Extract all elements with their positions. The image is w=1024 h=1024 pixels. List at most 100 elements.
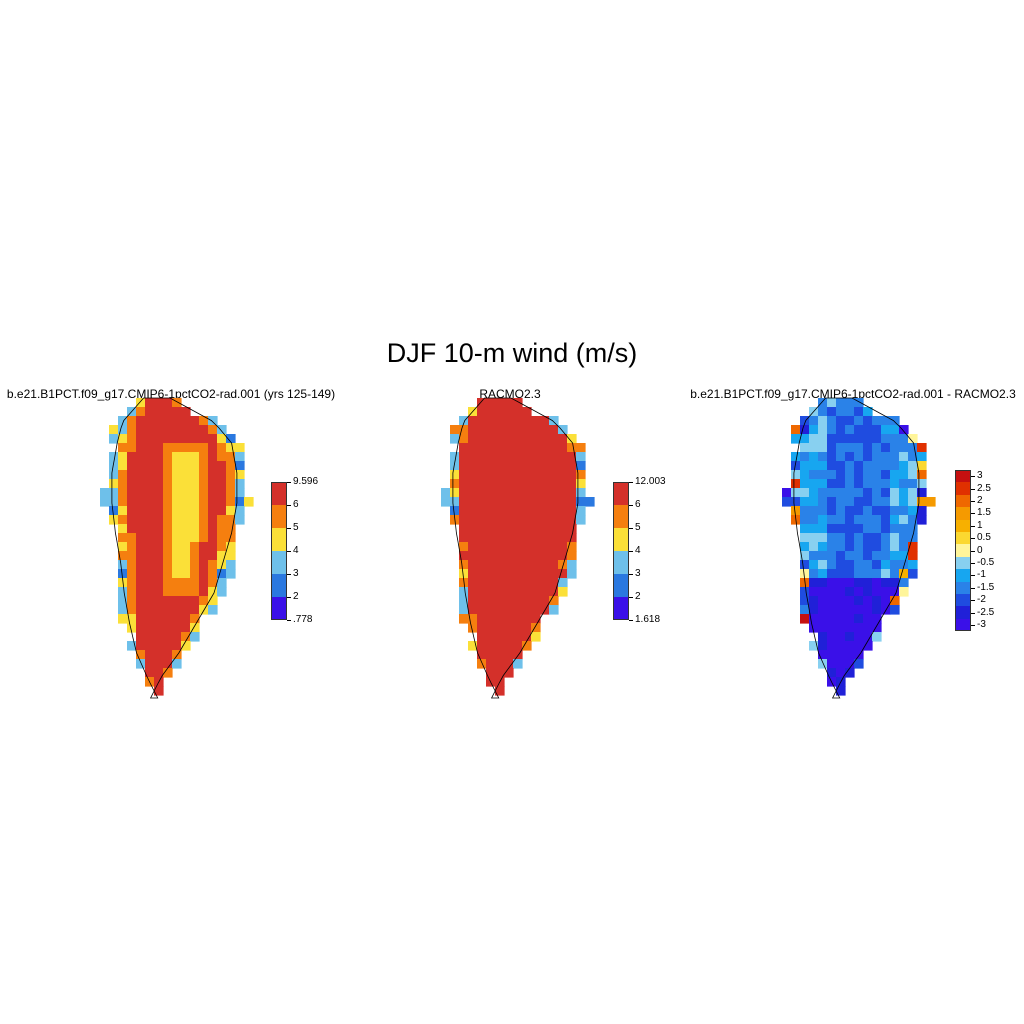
- map-grid-cell: [567, 542, 577, 552]
- map-grid-cell: [827, 560, 837, 570]
- map-grid-cell: [576, 470, 586, 480]
- map-grid-cell: [163, 623, 173, 633]
- map-grid-cell: [181, 506, 191, 516]
- map-grid-cell: [845, 578, 855, 588]
- map-grid-cell: [522, 470, 532, 480]
- map-grid-cell: [863, 623, 873, 633]
- map-grid-cell: [513, 641, 523, 651]
- map-grid-cell: [495, 569, 505, 579]
- map-grid-cell: [845, 560, 855, 570]
- map-grid-cell: [172, 641, 182, 651]
- map-grid-cell: [531, 452, 541, 462]
- colorbar-tick: [971, 575, 975, 577]
- map-grid-cell: [495, 587, 505, 597]
- map-grid-cell: [154, 596, 164, 606]
- map-grid-cell: [486, 641, 496, 651]
- map-grid-cell: [800, 461, 810, 471]
- map-grid-cell: [818, 461, 828, 471]
- map-grid-cell: [504, 461, 514, 471]
- map-grid-cell: [163, 497, 173, 507]
- map-grid-cell: [154, 650, 164, 660]
- map-grid-cell: [540, 416, 550, 426]
- map-grid-cell: [136, 551, 146, 561]
- map-grid-cell: [549, 560, 559, 570]
- map-grid-cell: [854, 587, 864, 597]
- map-grid-cell: [890, 569, 900, 579]
- map-grid-cell: [540, 596, 550, 606]
- map-grid-cell: [145, 443, 155, 453]
- map-grid-cell: [235, 479, 245, 489]
- map-grid-cell: [127, 641, 137, 651]
- map-grid-cell: [486, 668, 496, 678]
- map-grid-cell: [235, 515, 245, 525]
- map-grid-cell: [818, 434, 828, 444]
- map-grid-cell: [199, 497, 209, 507]
- map-grid-cell: [127, 488, 137, 498]
- map-grid-cell: [235, 461, 245, 471]
- map-grid-cell: [513, 587, 523, 597]
- colorbar-tick: [971, 625, 975, 626]
- map-grid-cell: [845, 659, 855, 669]
- map-grid-cell: [486, 470, 496, 480]
- map-grid-cell: [872, 452, 882, 462]
- map-grid-cell: [127, 416, 137, 426]
- map-grid-cell: [899, 434, 909, 444]
- map-grid-cell: [504, 497, 514, 507]
- map-grid-cell: [908, 551, 918, 561]
- colorbar-label: -2.5: [977, 606, 995, 618]
- map-grid-cell: [872, 443, 882, 453]
- map-grid-cell: [917, 470, 927, 480]
- map-grid-cell: [917, 497, 927, 507]
- map-grid-cell: [558, 506, 568, 516]
- map-grid-cell: [190, 551, 200, 561]
- map-grid-cell: [199, 551, 209, 561]
- map-grid-cell: [172, 515, 182, 525]
- map-grid-cell: [513, 470, 523, 480]
- map-grid-cell: [172, 398, 182, 408]
- map-grid-cell: [486, 488, 496, 498]
- map-grid-cell: [450, 434, 460, 444]
- map-grid-cell: [136, 659, 146, 669]
- map-grid-cell: [154, 434, 164, 444]
- map-grid-cell: [145, 425, 155, 435]
- map-grid-cell: [845, 452, 855, 462]
- map-grid-cell: [495, 452, 505, 462]
- map-grid-cell: [513, 659, 523, 669]
- map-grid-cell: [540, 515, 550, 525]
- map-grid-cell: [540, 542, 550, 552]
- map-grid-cell: [800, 533, 810, 543]
- map-grid-cell: [567, 479, 577, 489]
- map-grid-cell: [827, 416, 837, 426]
- map-grid-cell: [513, 497, 523, 507]
- map-grid-cell: [863, 596, 873, 606]
- map-grid-cell: [809, 425, 819, 435]
- map-grid-cell: [800, 416, 810, 426]
- colorbar-tick: [971, 513, 975, 515]
- map-grid-cell: [459, 596, 469, 606]
- map-grid-cell: [118, 533, 128, 543]
- map-grid-cell: [531, 569, 541, 579]
- map-grid-cell: [163, 614, 173, 624]
- map-grid-cell: [531, 605, 541, 615]
- map-grid-cell: [827, 668, 837, 678]
- map-grid-cell: [827, 443, 837, 453]
- map-grid-cell: [827, 596, 837, 606]
- colorbar-segment: [271, 505, 287, 528]
- map-grid-cell: [540, 443, 550, 453]
- map-grid-cell: [154, 506, 164, 516]
- map-grid-cell: [836, 569, 846, 579]
- map-grid-cell: [199, 434, 209, 444]
- map-grid-cell: [495, 542, 505, 552]
- map-grid-cell: [477, 560, 487, 570]
- map-grid-cell: [845, 506, 855, 516]
- map-grid-cell: [118, 524, 128, 534]
- map-grid-cell: [872, 479, 882, 489]
- map-grid-cell: [522, 560, 532, 570]
- map-grid-cell: [136, 479, 146, 489]
- map-grid-cell: [800, 497, 810, 507]
- map-grid-cell: [863, 587, 873, 597]
- map-grid-cell: [818, 452, 828, 462]
- map-grid-cell: [899, 497, 909, 507]
- map-grid-cell: [540, 479, 550, 489]
- map-grid-cell: [854, 569, 864, 579]
